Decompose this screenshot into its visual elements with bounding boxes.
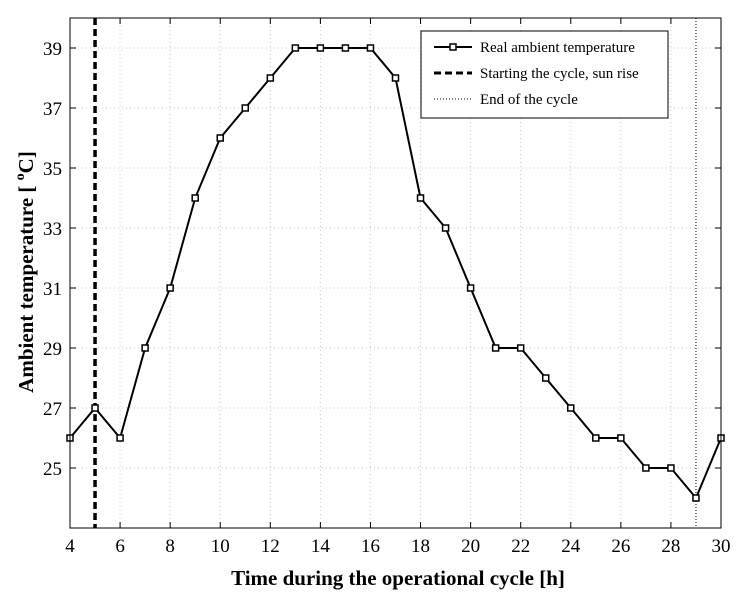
legend-marker-real-temperature [449,43,457,51]
data-point [441,224,450,232]
y-axis-label-unit: C] [14,151,38,173]
x-tick-label: 6 [115,536,125,557]
data-point [291,44,300,52]
data-point [266,74,275,82]
data-point [341,44,350,52]
x-tick-label: 26 [611,536,630,557]
data-point [667,464,675,472]
data-point [692,494,700,502]
y-tick-label: 31 [43,279,62,300]
x-axis-label: Time during the operational cycle [h] [231,566,565,590]
plot-frame [69,17,722,529]
x-tick-label: 10 [211,536,230,557]
data-point [366,44,375,52]
x-tick-label: 22 [511,536,530,557]
data-point [191,194,199,202]
y-tick-label: 37 [43,99,62,120]
x-tick-label: 30 [712,536,731,557]
x-tick-label: 8 [165,536,175,557]
y-tick-label: 39 [43,39,62,60]
x-tick-label: 18 [411,536,430,557]
data-point [567,404,575,412]
data-point [391,74,400,82]
y-tick-label: 27 [43,399,62,420]
x-tick-label: 12 [261,536,280,557]
legend-label-cycle-end: End of the cycle [480,92,578,108]
data-point [642,464,650,472]
data-point [491,344,500,352]
y-axis-label: Ambient temperature [ oC] [13,151,38,393]
data-point [592,434,600,442]
x-tick-label: 28 [661,536,680,557]
x-tick-label: 20 [461,536,480,557]
y-tick-label: 33 [43,219,62,240]
grid [70,18,721,528]
data-point [541,374,550,382]
legend: Real ambient temperature Starting the cy… [420,30,669,119]
data-point [466,284,475,292]
x-tick-label: 14 [311,536,331,557]
data-point [166,284,174,292]
data-point [216,134,224,142]
legend-label-cycle-start: Starting the cycle, sun rise [480,66,639,82]
tick-labels: 4 6 8 10 12 14 16 18 20 22 24 26 28 30 25 27 29 31 33 35 37 3… [43,39,731,557]
legend-label-real-temperature: Real ambient temperature [480,40,635,56]
y-axis-label-text: Ambient temperature [ [14,180,38,392]
data-point [516,344,525,352]
x-tick-label: 24 [561,536,581,557]
data-point [416,194,425,202]
y-tick-label: 25 [43,459,62,480]
data-point [141,344,149,352]
x-tick-label: 4 [65,536,75,557]
data-point [316,44,325,52]
y-tick-label: 29 [43,339,62,360]
y-tick-label: 35 [43,159,62,180]
data-point [241,104,250,112]
data-point [91,404,99,412]
x-tick-label: 16 [361,536,380,557]
y-axis-label-superscript: o [13,173,28,180]
data-point [116,434,124,442]
vertical-lines [93,18,697,528]
data-point [617,434,625,442]
